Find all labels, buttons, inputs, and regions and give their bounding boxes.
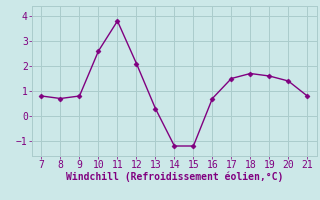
X-axis label: Windchill (Refroidissement éolien,°C): Windchill (Refroidissement éolien,°C): [66, 172, 283, 182]
